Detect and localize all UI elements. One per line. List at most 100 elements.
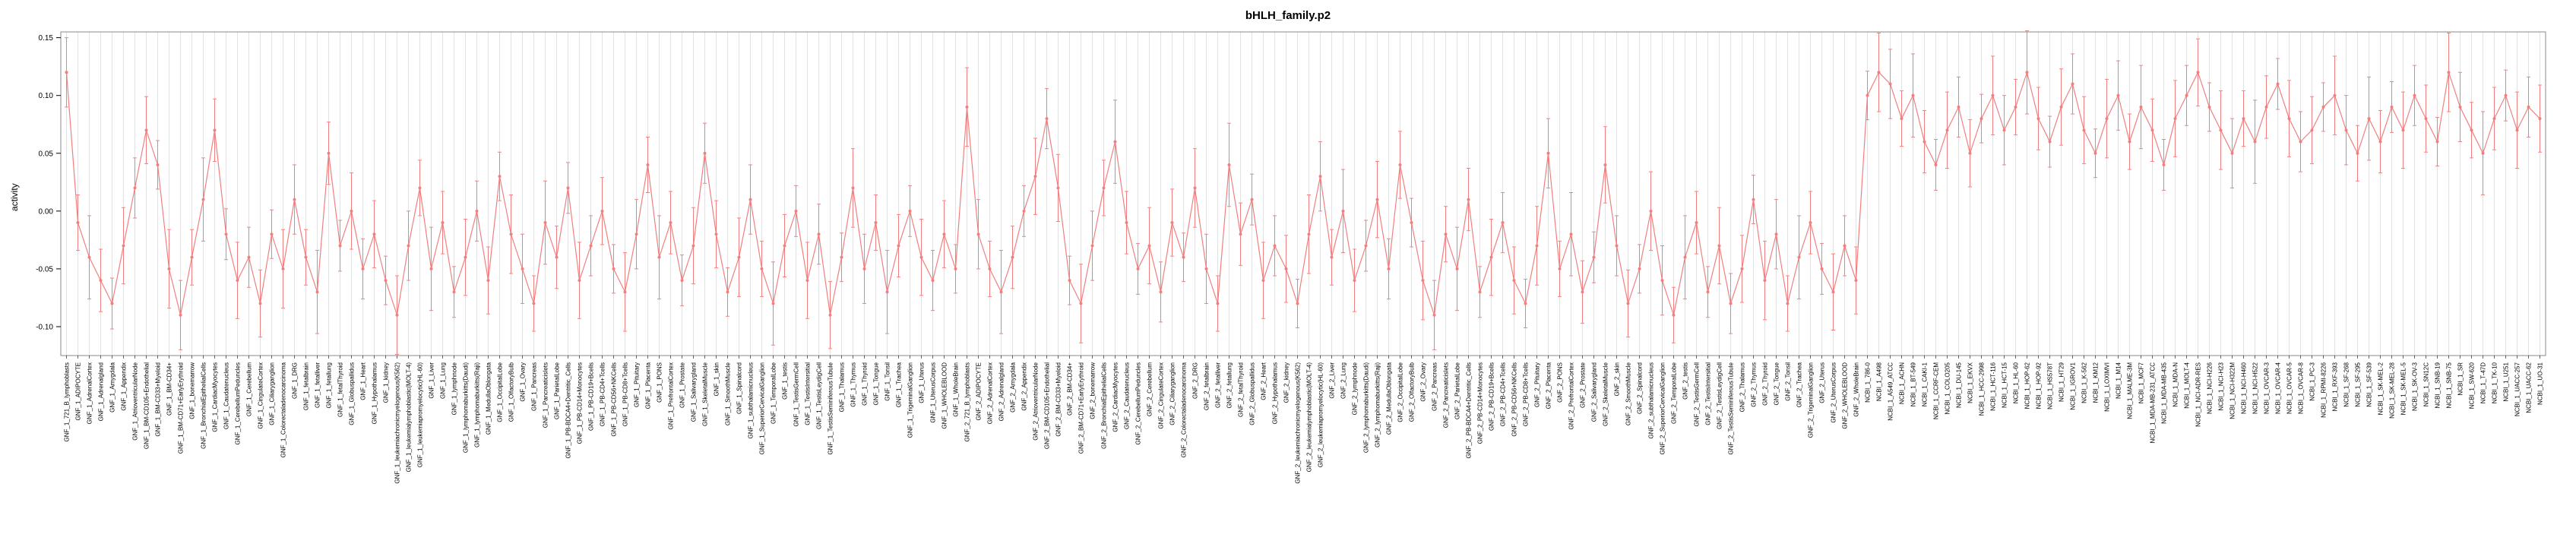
x-tick-label: NCBI_1_HOP-92 — [2036, 362, 2043, 409]
x-tick-label: GNF_1_fetalbrain — [303, 362, 310, 410]
data-point — [2321, 105, 2325, 109]
x-tick-label: GNF_1_leukemiapromyelocytic(HL-60) — [417, 362, 424, 468]
data-point — [179, 313, 182, 317]
data-point — [429, 267, 433, 270]
data-point — [2093, 151, 2097, 155]
data-point — [783, 244, 786, 248]
x-tick-label: GNF_1_fetalliver — [315, 362, 321, 408]
data-point — [1809, 221, 1812, 225]
data-point — [1706, 290, 1710, 294]
x-tick-label: NCBI_1_A498 — [1876, 362, 1883, 401]
data-point — [1683, 255, 1687, 259]
x-tick-label: GNF_2_Pituitary — [1534, 362, 1541, 407]
data-point — [635, 232, 638, 236]
x-tick-label: GNF_2_MedullaOblongata — [1386, 362, 1393, 435]
data-point — [817, 232, 821, 236]
x-tick-label: GNF_2_PB-CD14+Monocytes — [1477, 362, 1484, 444]
x-tick-label: GNF_2_Pancreas — [1432, 362, 1438, 411]
data-point — [144, 128, 148, 132]
data-point — [840, 255, 843, 259]
data-point — [1786, 302, 1790, 305]
x-tick-label: GNF_1_Hypothalamus — [372, 362, 378, 424]
x-tick-label: GNF_2_Pancreaticislets — [1443, 362, 1450, 428]
x-tick-label: GNF_1_CerebellumPeduncles — [235, 362, 242, 445]
data-point — [2424, 117, 2428, 121]
data-point — [110, 302, 114, 305]
x-tick-label: GNF_2_fetalliver — [1215, 362, 1222, 408]
x-tick-label: GNF_2_Trachea — [1796, 362, 1803, 407]
x-tick-label: GNF_1_Pancreaticislets — [543, 362, 549, 428]
x-tick-label: NCBI_1_COLO205 — [1945, 362, 1951, 414]
x-tick-label: GNF_1_Amygdala — [109, 362, 116, 412]
data-point — [714, 232, 718, 236]
x-tick-label: NCBI_1_M14 — [2116, 362, 2122, 399]
data-point — [942, 232, 946, 236]
data-point — [2173, 117, 2177, 121]
data-point — [760, 267, 764, 270]
data-point — [1159, 290, 1163, 294]
data-point — [407, 244, 410, 248]
data-point — [2527, 105, 2530, 109]
data-point — [1911, 93, 1915, 97]
x-tick-label: GNF_2_lymphomaburkitts(Daudi) — [1363, 362, 1370, 453]
data-point — [885, 290, 889, 294]
x-tick-label: GNF_2_Thymus — [1751, 362, 1758, 407]
x-tick-label: GNF_2_Globuspallidus — [1249, 362, 1256, 425]
x-tick-label: NCBI_1_OVCAR-3 — [2264, 362, 2271, 414]
data-point — [999, 290, 1003, 294]
x-tick-label: GNF_1_fetallung — [326, 362, 333, 408]
data-point — [657, 255, 661, 259]
x-tick-label: NCBI_1_SK-MEL-5 — [2400, 362, 2407, 415]
x-tick-label: NCBI_1_HCT-15 — [2002, 362, 2008, 408]
data-point — [361, 267, 365, 270]
x-tick-label: GNF_1_leukemiachronicmyelogenous(K562) — [394, 362, 401, 484]
data-point — [1729, 302, 1733, 305]
x-tick-label: GNF_1_PB-BDCA4+Dentritic_Cells — [565, 362, 572, 459]
x-tick-label: GNF_1_PB-CD4+Tcells — [600, 362, 606, 426]
x-tick-label: NCBI_1_T-47D — [2480, 362, 2487, 403]
x-tick-label: NCBI_1_NCI-H460 — [2241, 362, 2248, 414]
x-tick-label: GNF_1_Ciliaryganglion — [269, 362, 276, 425]
x-tick-label: NCBI_1_A549_ATCC — [1888, 362, 1894, 421]
x-tick-label: GNF_2_BM-CD71+EarlyErythroid — [1078, 362, 1085, 454]
x-tick-label: GNF_1_WHOLEBLOOD — [941, 362, 948, 429]
x-tick-label: NCBI_1_SK-OV-3 — [2412, 362, 2419, 411]
data-point — [1957, 105, 1960, 109]
data-point — [1569, 232, 1573, 236]
data-point — [1603, 163, 1607, 166]
x-tick-label: GNF_1_fetalThyroid — [337, 362, 344, 417]
data-point — [1501, 221, 1505, 225]
data-point — [2230, 151, 2234, 155]
y-tick-label: 0.05 — [39, 150, 54, 158]
data-point — [1467, 198, 1470, 201]
data-point — [1923, 140, 1926, 144]
data-point — [2105, 117, 2109, 121]
x-tick-label: GNF_1_bonemarrow — [189, 362, 196, 419]
data-point — [1045, 117, 1049, 121]
x-tick-label: GNF_1_Cerebellum — [246, 362, 253, 416]
x-tick-label: GNF_1_Thymus — [850, 362, 857, 407]
x-tick-label: GNF_2_Hypothalamus — [1272, 362, 1279, 424]
data-point — [1888, 82, 1892, 86]
data-point — [498, 175, 502, 179]
data-point — [623, 290, 627, 294]
x-tick-label: GNF_2_Uterus — [1819, 362, 1826, 403]
x-tick-label: GNF_1_Thyroid — [862, 362, 869, 406]
data-point — [315, 290, 319, 294]
x-tick-label: GNF_2_ParietalLobe — [1454, 362, 1461, 419]
x-tick-label: GNF_2_TestisIntersitial — [1705, 362, 1712, 425]
x-tick-label: GNF_2_WholeBrain — [1853, 362, 1860, 417]
x-tick-label: GNF_1_Heart — [360, 362, 367, 400]
x-tick-label: GNF_2_fetalbrain — [1204, 362, 1210, 410]
data-point — [1170, 221, 1174, 225]
x-tick-label: NCBI_1_NCI-H226 — [2207, 362, 2214, 414]
data-point — [167, 267, 171, 270]
x-tick-label: GNF_1_subthalamicnucleus — [748, 362, 755, 439]
x-tick-label: GNF_2_BM-CD34+ — [1067, 362, 1074, 416]
x-tick-label: NCBI_1_UO-31 — [2537, 362, 2544, 405]
x-tick-label: GNF_1_ParietalLobe — [554, 362, 561, 419]
data-point — [589, 244, 593, 248]
x-tick-label: GNF_2_Ovary — [1420, 362, 1427, 402]
x-tick-label: GNF_2_UterusCorpus — [1831, 362, 1837, 423]
x-tick-label: GNF_1_SuperiorCervicalGanglion — [759, 362, 766, 454]
